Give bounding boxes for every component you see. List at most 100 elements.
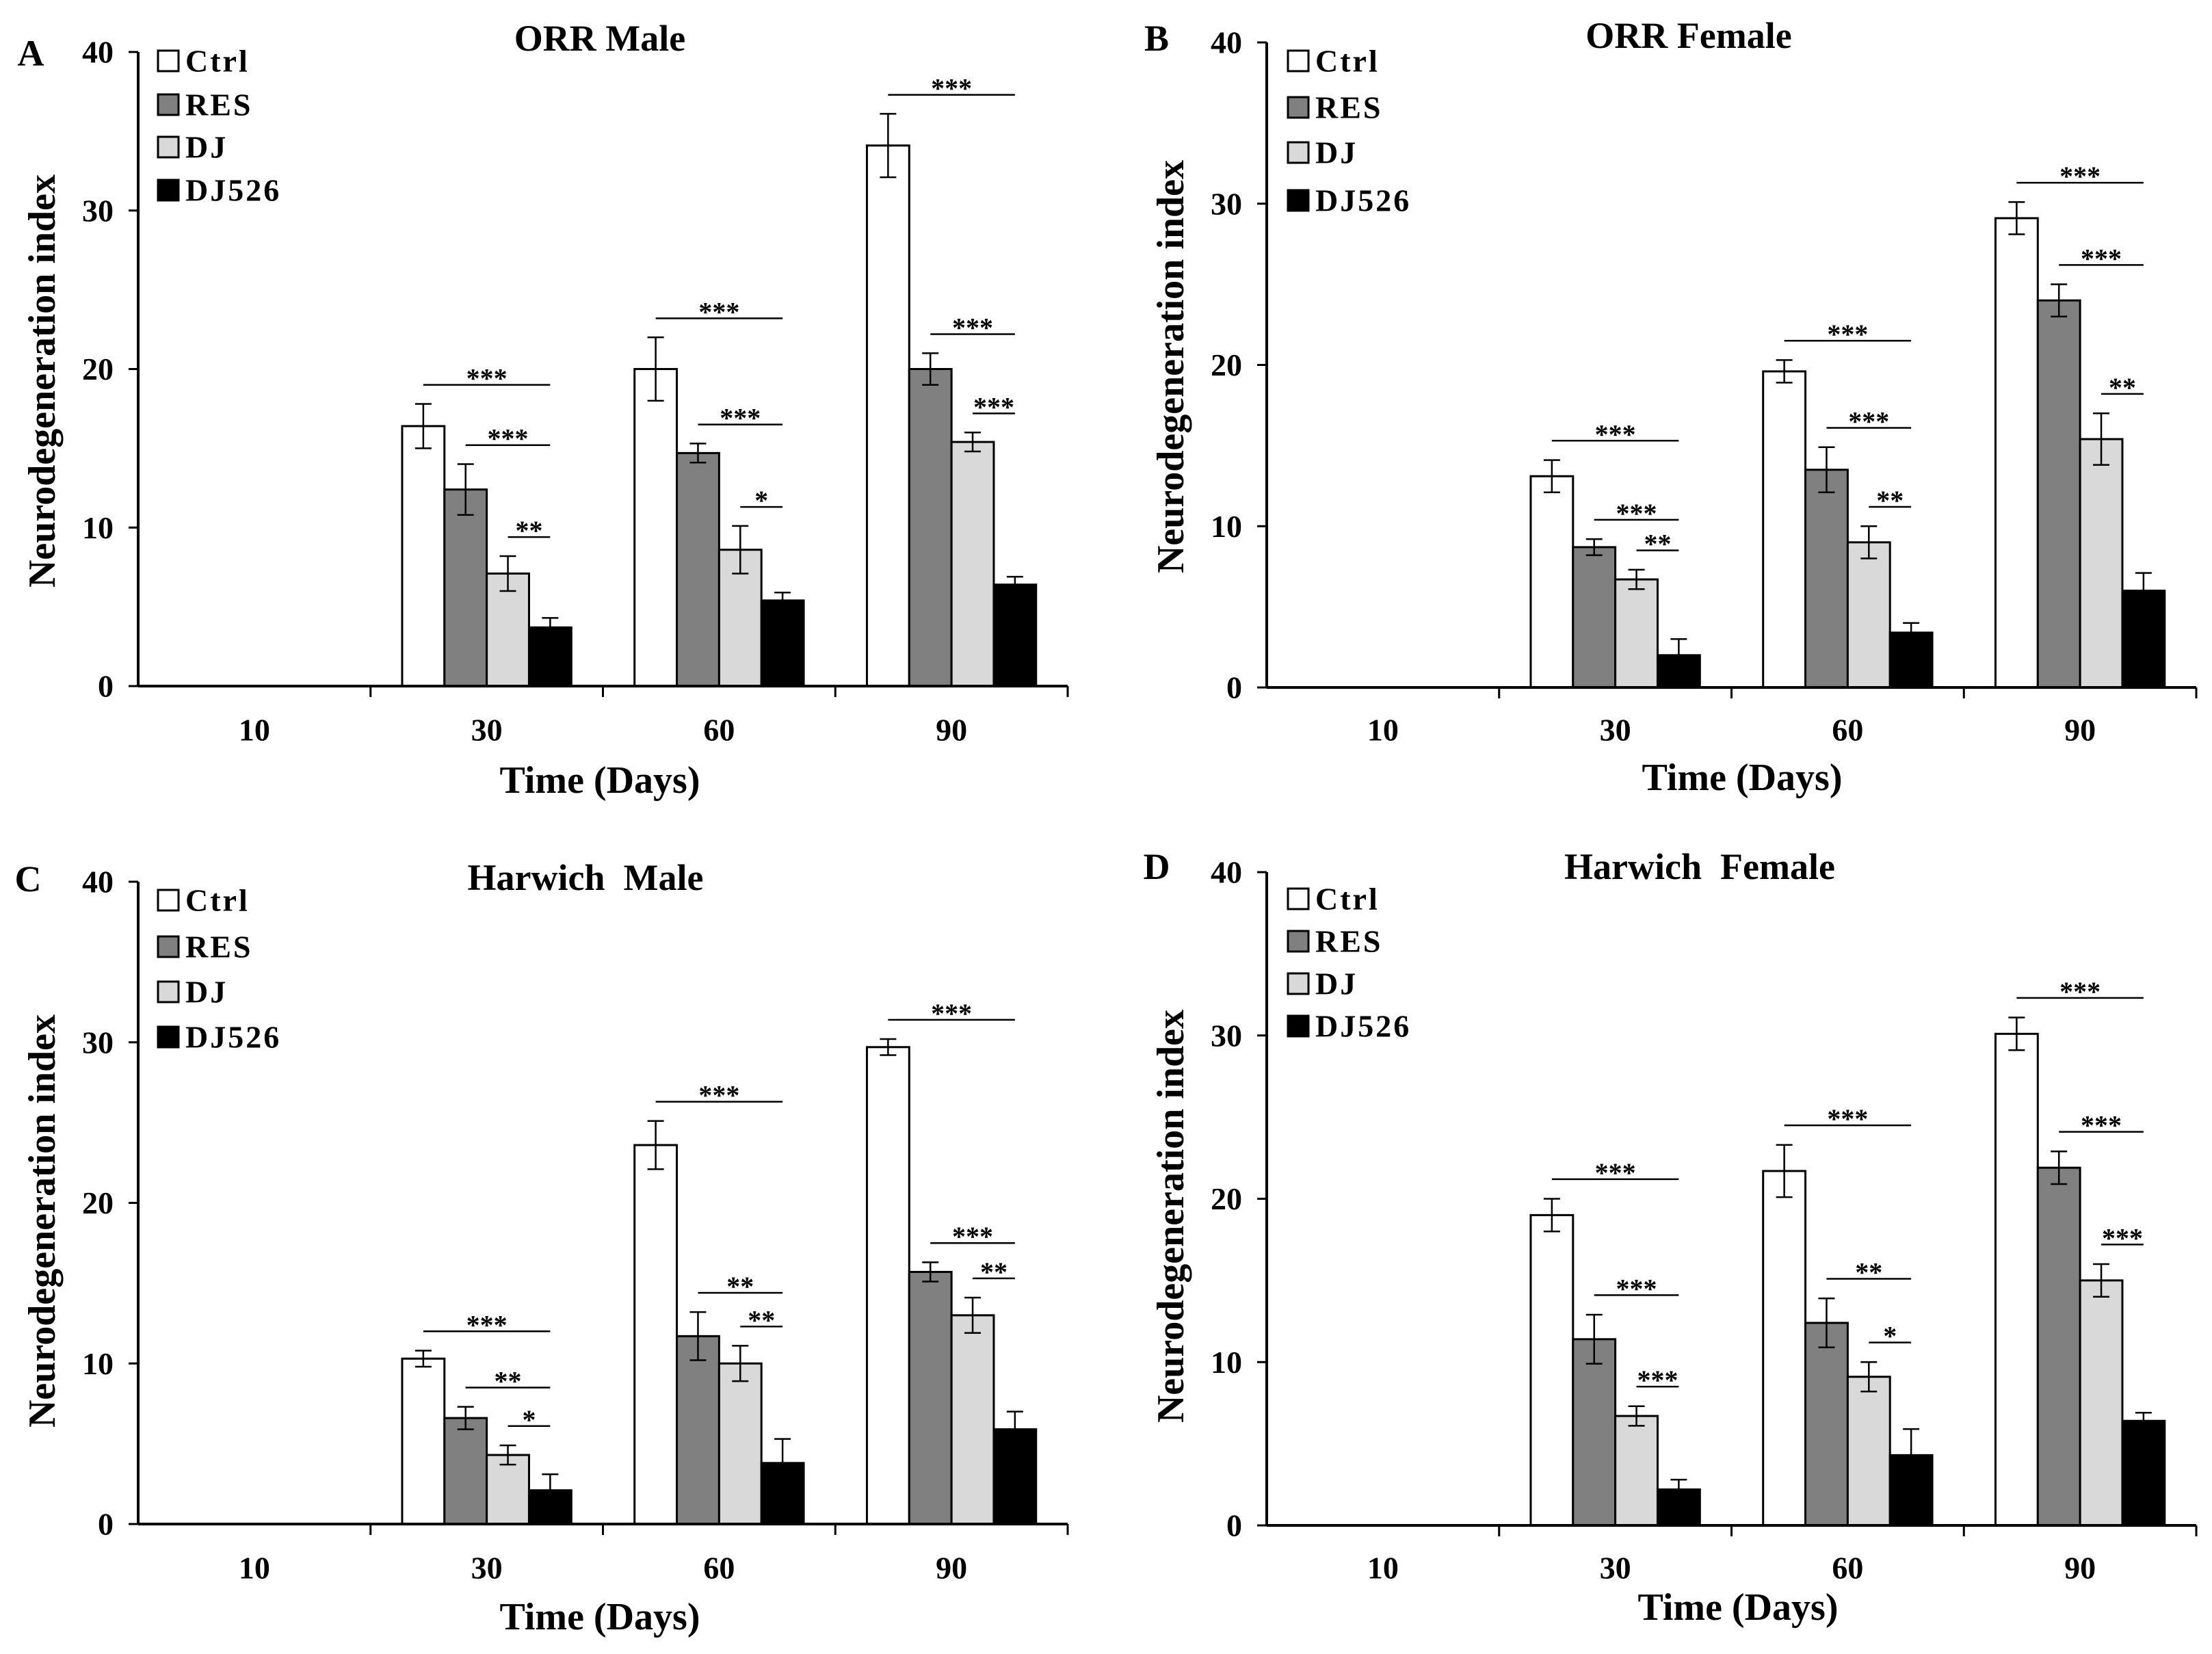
- significance-label: **: [980, 1257, 1008, 1287]
- error-bar-dj-day-30: [1628, 568, 1645, 590]
- bar-ctrl-day-60: [1762, 370, 1807, 689]
- panel-letter: D: [1144, 846, 1170, 887]
- bar-res-day-90: [2036, 299, 2081, 689]
- bar-res-day-90: [908, 368, 953, 687]
- y-tick-label: 20: [1211, 347, 1242, 382]
- legend-label-ctrl: Ctrl: [185, 883, 250, 918]
- bar-ctrl-day-60: [633, 368, 679, 687]
- significance-label: ***: [1616, 498, 1657, 529]
- legend-swatch-dj526: [1287, 189, 1310, 212]
- bar-dj-day-90: [2079, 438, 2124, 689]
- panel-c: C Harwich Male 0 10 20 30 40 10 30 60 90 Time (Days…: [15, 857, 1069, 1638]
- y-tick-label: 0: [1226, 670, 1242, 705]
- error-bar-ctrl-day-30: [1543, 459, 1560, 493]
- error-bar-dj-day-30: [499, 1444, 516, 1466]
- significance-label: ***: [931, 998, 972, 1029]
- significance-label: ***: [488, 423, 529, 454]
- bar-series-group: [401, 113, 1038, 687]
- legend-swatch-ctrl: [157, 49, 180, 73]
- bar-res-day-60: [1804, 469, 1849, 689]
- error-bar-dj526-day-30: [542, 1473, 559, 1508]
- y-tick-label: 20: [82, 1185, 114, 1220]
- error-bar-ctrl-day-60: [1776, 359, 1793, 384]
- x-tick-label: 90: [2064, 713, 2096, 748]
- y-tick-label: 0: [98, 669, 114, 704]
- legend-swatch-dj526: [157, 1025, 180, 1049]
- bar-ctrl-day-60: [1762, 1170, 1807, 1527]
- legend-label-dj: DJ: [185, 130, 228, 165]
- error-bar-ctrl-day-90: [880, 1038, 897, 1056]
- x-tick-label: 10: [239, 1551, 270, 1586]
- significance-label: ***: [1637, 1365, 1678, 1395]
- significance-label: ***: [1595, 1157, 1636, 1188]
- significance-label: ***: [2059, 976, 2101, 1007]
- x-tick-label: 60: [703, 713, 735, 748]
- y-tick-label: 0: [98, 1507, 114, 1542]
- y-tick-label: 10: [82, 1346, 114, 1381]
- chart-title: Harwich Female: [1564, 846, 1835, 887]
- x-axis-title: Time (Days): [1638, 1586, 1839, 1629]
- significance-label: *: [1883, 1321, 1897, 1352]
- x-tick-label: 10: [1367, 1551, 1399, 1586]
- error-bar-res-day-90: [922, 352, 939, 386]
- significance-annotations: ************************: [423, 73, 1015, 546]
- bar-dj-day-90: [2079, 1279, 2124, 1527]
- bar-res-day-30: [443, 1417, 488, 1525]
- error-bar-dj526-day-60: [1903, 622, 1920, 644]
- error-bar-res-day-90: [2051, 283, 2068, 318]
- bar-res-day-30: [1572, 546, 1617, 689]
- legend-label-ctrl: Ctrl: [1315, 882, 1380, 917]
- x-axis-title: Time (Days): [500, 1596, 700, 1638]
- y-tick-label: 40: [82, 35, 114, 70]
- bar-res-day-30: [1572, 1338, 1617, 1527]
- error-bar-dj-day-30: [1628, 1405, 1645, 1427]
- significance-label: ***: [2059, 161, 2101, 192]
- bar-dj-day-90: [950, 1314, 995, 1525]
- significance-label: ***: [952, 313, 993, 343]
- error-bar-dj526-day-60: [1903, 1428, 1920, 1482]
- significance-label: ***: [466, 363, 508, 394]
- y-tick-label: 10: [1211, 509, 1242, 544]
- legend-label-dj526: DJ526: [185, 173, 281, 208]
- error-bar-ctrl-day-60: [647, 336, 664, 402]
- error-bar-dj526-day-90: [1006, 1410, 1023, 1448]
- y-tick-label: 30: [1211, 1018, 1242, 1053]
- x-tick-label: 30: [471, 1551, 503, 1586]
- significance-label: ***: [1848, 406, 1889, 436]
- error-bar-res-day-90: [922, 1261, 939, 1283]
- error-bar-dj-day-90: [964, 1296, 982, 1334]
- error-bar-dj-day-60: [732, 1345, 749, 1382]
- legend-swatch-res: [1287, 96, 1310, 119]
- significance-label: ***: [720, 403, 761, 434]
- significance-label: **: [495, 1365, 522, 1396]
- legend-swatch-ctrl: [1287, 887, 1310, 910]
- bar-ctrl-day-90: [865, 1046, 910, 1525]
- error-bar-dj526-day-30: [1670, 1478, 1687, 1501]
- x-tick-label: 30: [1600, 713, 1631, 748]
- legend-label-dj526: DJ526: [1315, 1009, 1411, 1044]
- significance-label: ***: [2081, 243, 2122, 274]
- error-bar-res-day-60: [1818, 1297, 1835, 1349]
- significance-label: ***: [698, 296, 739, 327]
- significance-label: ***: [2081, 1110, 2122, 1141]
- bar-res-day-90: [908, 1270, 953, 1525]
- significance-label: **: [726, 1271, 754, 1302]
- significance-label: **: [2109, 372, 2136, 403]
- bar-ctrl-day-30: [1529, 1213, 1575, 1527]
- significance-annotations: *********************: [423, 998, 1015, 1435]
- x-axis-title: Time (Days): [1642, 757, 1843, 799]
- error-bar-dj-day-60: [1860, 1361, 1878, 1393]
- legend-swatch-dj: [1287, 972, 1310, 995]
- error-bar-ctrl-day-60: [1776, 1144, 1793, 1198]
- panel-letter: A: [18, 33, 44, 74]
- legend: Ctrl RES DJ DJ526: [1287, 44, 1409, 218]
- error-bar-dj-day-30: [499, 555, 516, 592]
- legend-label-res: RES: [185, 88, 252, 122]
- y-axis-title: Neurodegeneration index: [1150, 160, 1192, 573]
- error-bar-dj526-day-90: [1006, 575, 1023, 594]
- error-bar-dj526-day-60: [774, 1438, 791, 1488]
- y-tick-label: 10: [1211, 1345, 1242, 1380]
- y-tick-label: 10: [82, 510, 114, 545]
- legend-swatch-dj: [157, 135, 180, 159]
